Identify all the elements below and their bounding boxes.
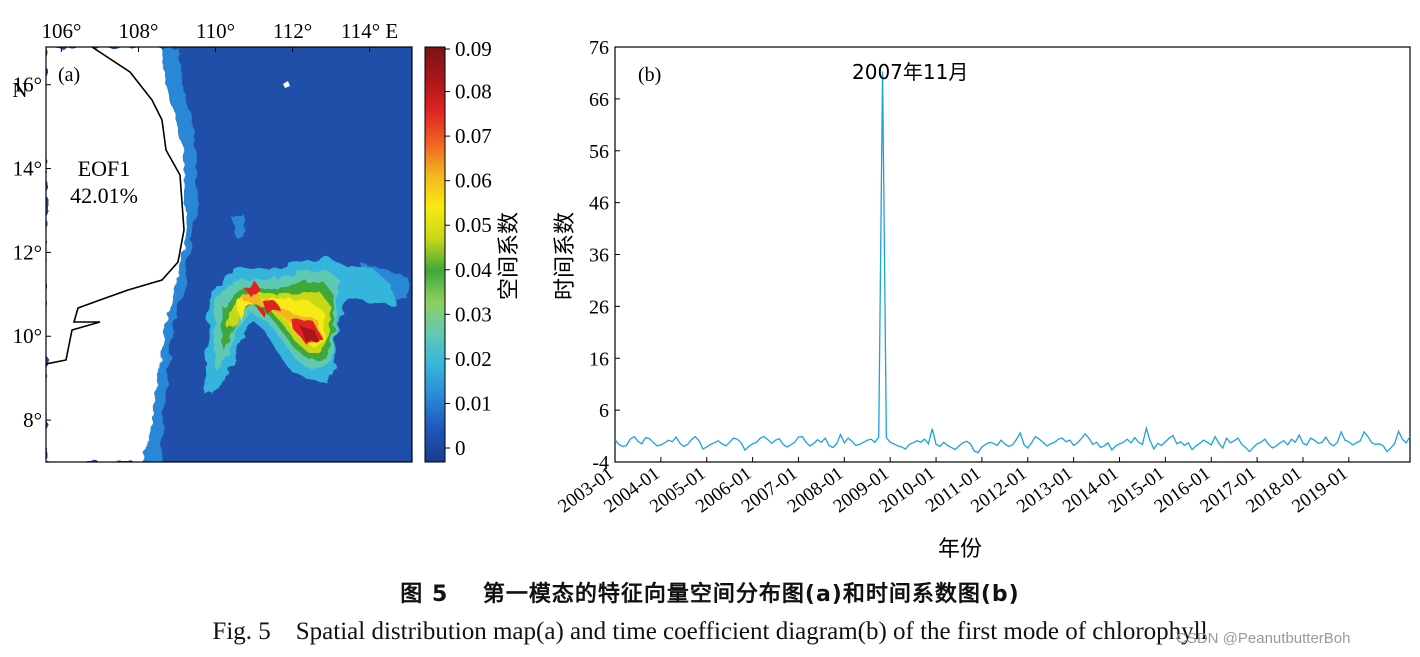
colorbar-tick-label: 0.08	[455, 80, 492, 104]
map-y-tick-labels: 16°N 14° 12° 10° 8°	[12, 73, 51, 432]
x-axis-label: 年份	[938, 537, 982, 562]
caption-chinese: 图 5 第一模态的特征向量空间分布图(a)和时间系数图(b)	[400, 582, 1020, 607]
peak-annotation: 2007年11月	[852, 60, 968, 84]
series-line-eof1	[614, 71, 1411, 454]
colorbar-tick-label: 0.01	[455, 391, 492, 415]
y-tick-label: 66	[589, 89, 609, 111]
colorbar-tick-label: 0.07	[455, 124, 492, 148]
map-x-tick-label: 114° E	[341, 19, 398, 43]
colorbar-tick-label: 0.05	[455, 213, 492, 237]
y-axis-ticks: 76 66 56 46 36 26 16 6 -4	[589, 37, 620, 474]
map-y-tick-label: 14°	[13, 157, 42, 181]
land-mass	[46, 47, 186, 462]
y-tick-label: 26	[589, 296, 609, 318]
map-x-tick-label: 108°	[119, 19, 159, 43]
y-tick-label: 36	[589, 245, 609, 267]
coastal-fringe	[140, 47, 198, 462]
y-tick-label: 46	[589, 193, 609, 215]
map-y-tick-label: 12°	[13, 240, 42, 264]
panel-label-b: (b)	[638, 64, 661, 86]
coastline	[46, 47, 185, 365]
y-axis-label: 时间系数	[553, 212, 578, 300]
colorbar-gradient	[424, 46, 446, 463]
colorbar-label: 空间系数	[497, 212, 522, 300]
eof-label: EOF1	[78, 156, 131, 181]
y-tick-label: 6	[599, 400, 609, 422]
x-axis-ticks: 2003-012004-012005-012006-012007-012008-…	[554, 457, 1352, 517]
y-tick-label: 16	[589, 348, 609, 370]
y-tick-label: -4	[592, 452, 609, 474]
map-y-tick-label: 10°	[13, 324, 42, 348]
plot-frame	[614, 46, 1411, 463]
panel-label-a: (a)	[58, 64, 80, 86]
y-tick-label: 76	[589, 37, 609, 59]
variance-label: 42.01%	[70, 183, 138, 208]
map-frame	[45, 46, 413, 463]
bloom-patch	[204, 258, 396, 396]
caption-english: Fig. 5 Spatial distribution map(a) and t…	[212, 618, 1208, 645]
colorbar-tick-label: 0.09	[455, 37, 492, 61]
map-y-tick-label: 8°	[23, 408, 42, 432]
map-y-tick-label: 16°	[13, 73, 42, 97]
colorbar-tick-label: 0.03	[455, 302, 492, 326]
map-x-tick-label: 112°	[273, 19, 312, 43]
map-area	[46, 47, 412, 462]
watermark: CSDN @PeanutbutterBoh	[1176, 630, 1351, 647]
colorbar-tick-label: 0.04	[455, 258, 492, 282]
colorbar: 0.09 0.08 0.07 0.06 0.05 0.04 0.03 0.02 0.01 0 空间…	[424, 37, 522, 463]
colorbar-ticks: 0.09 0.08 0.07 0.06 0.05 0.04 0.03 0.02 0.01 0	[445, 37, 492, 460]
map-x-tick-label: 110°	[196, 19, 235, 43]
map-north-label: N	[12, 78, 27, 102]
map-x-tick-label: 106°	[41, 19, 81, 43]
island	[283, 81, 290, 88]
colorbar-tick-label: 0.06	[455, 169, 492, 193]
colorbar-tick-label: 0	[455, 436, 466, 460]
colorbar-tick-label: 0.02	[455, 347, 492, 371]
y-tick-label: 56	[589, 141, 609, 163]
map-x-tick-labels: 106° 108° 110° 112° 114° E	[41, 19, 398, 52]
